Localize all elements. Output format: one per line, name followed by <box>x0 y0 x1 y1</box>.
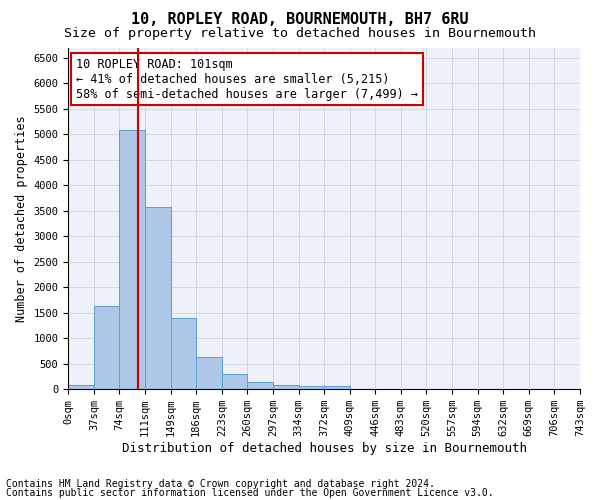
Bar <box>170 318 196 389</box>
Text: Contains public sector information licensed under the Open Government Licence v3: Contains public sector information licen… <box>6 488 494 498</box>
Bar <box>68 386 94 389</box>
Bar <box>222 374 247 389</box>
Text: Size of property relative to detached houses in Bournemouth: Size of property relative to detached ho… <box>64 28 536 40</box>
Bar <box>119 130 145 389</box>
Text: 10, ROPLEY ROAD, BOURNEMOUTH, BH7 6RU: 10, ROPLEY ROAD, BOURNEMOUTH, BH7 6RU <box>131 12 469 28</box>
Bar <box>145 207 170 389</box>
Bar <box>94 306 119 389</box>
X-axis label: Distribution of detached houses by size in Bournemouth: Distribution of detached houses by size … <box>122 442 527 455</box>
Bar <box>273 384 299 389</box>
Y-axis label: Number of detached properties: Number of detached properties <box>15 115 28 322</box>
Bar <box>196 358 222 389</box>
Bar <box>324 386 350 389</box>
Bar <box>299 386 324 389</box>
Text: 10 ROPLEY ROAD: 101sqm
← 41% of detached houses are smaller (5,215)
58% of semi-: 10 ROPLEY ROAD: 101sqm ← 41% of detached… <box>76 58 418 101</box>
Text: Contains HM Land Registry data © Crown copyright and database right 2024.: Contains HM Land Registry data © Crown c… <box>6 479 435 489</box>
Bar <box>247 382 273 389</box>
